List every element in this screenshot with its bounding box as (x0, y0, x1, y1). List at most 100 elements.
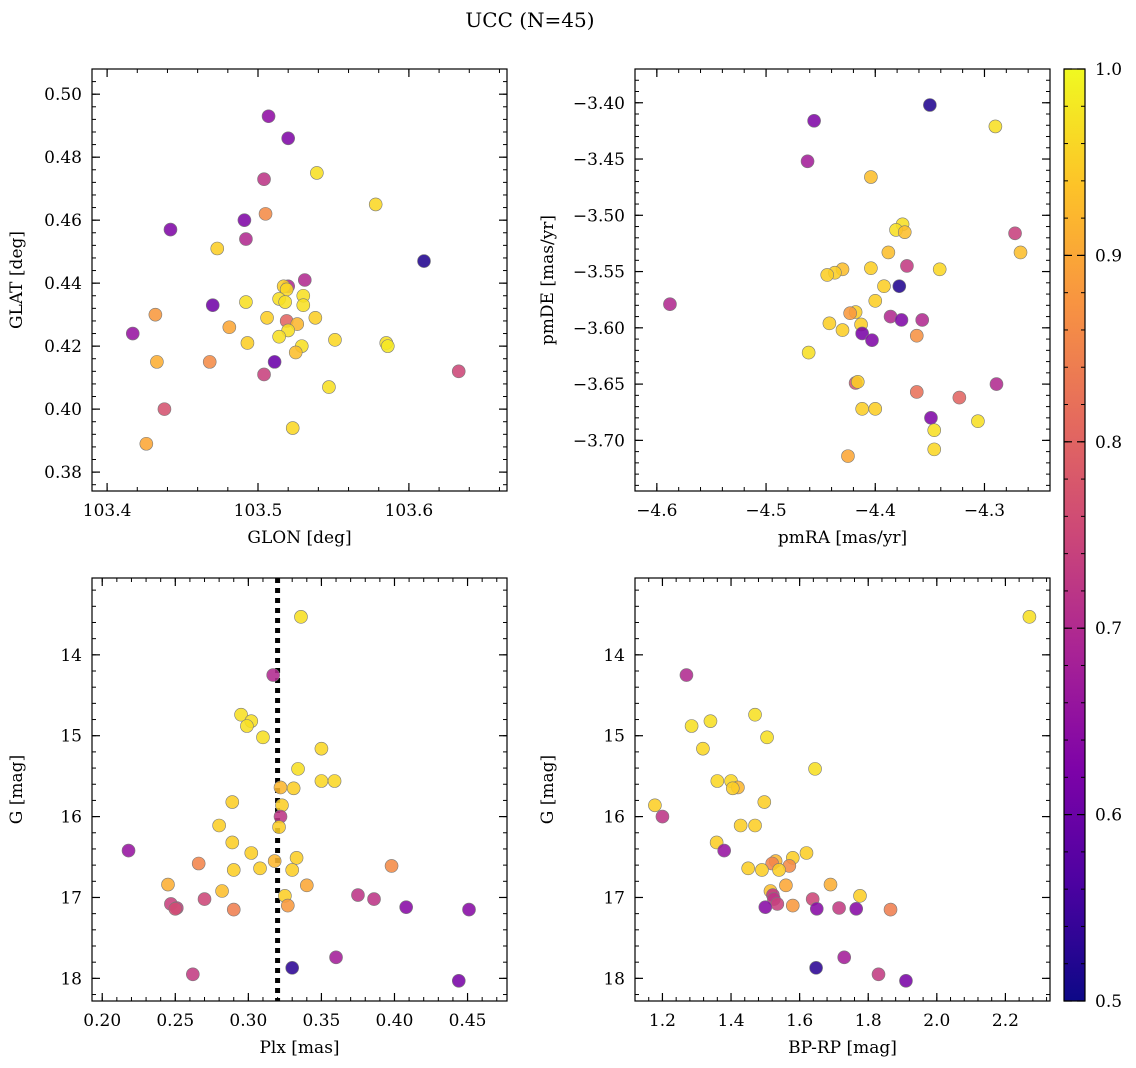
data-point (121, 843, 136, 858)
data-point (679, 668, 694, 682)
data-point (239, 232, 253, 246)
y-tick-label: 0.38 (44, 463, 82, 483)
x-tick-label: 0.20 (83, 1011, 121, 1031)
data-point (909, 385, 924, 399)
colorbar-tick-label: 1.0 (1095, 60, 1122, 80)
x-tick-label: −4.6 (636, 501, 677, 521)
data-point (310, 166, 324, 180)
data-point (384, 859, 399, 873)
data-point (288, 345, 303, 360)
data-point (197, 892, 212, 906)
y-tick-label: 0.46 (44, 211, 82, 231)
y-tick-label: 0.40 (44, 400, 82, 420)
data-point (256, 730, 270, 745)
data-point (809, 961, 823, 975)
data-point (899, 973, 913, 988)
data-point (225, 795, 240, 809)
y-tick-label: 16 (603, 808, 625, 828)
x-tick-label: 0.30 (229, 1011, 267, 1031)
data-point (897, 225, 912, 239)
y-axis-label: GLAT [deg] (7, 231, 27, 329)
data-point (261, 109, 276, 124)
data-point (757, 795, 772, 809)
x-tick-label: −4.3 (964, 501, 1005, 521)
data-point (1008, 226, 1022, 241)
data-point (696, 741, 710, 756)
data-point (785, 898, 800, 913)
data-point (234, 707, 248, 722)
figure-title: UCC (N=45) (465, 8, 595, 32)
data-point (822, 316, 837, 331)
data-point (210, 241, 225, 256)
panel-bprp-g: 1.2 1.4 1.6 1.8 2.0 2.2 14 15 16 17 18 BP-RP [mag] G… (538, 577, 1051, 1058)
y-tick-label: 18 (60, 969, 82, 989)
colorbar-tick-label: 0.9 (1095, 246, 1122, 266)
data-point (291, 762, 305, 776)
data-point (894, 313, 909, 327)
data-point (226, 863, 241, 877)
data-point (755, 863, 769, 877)
x-tick-label: 1.8 (855, 1011, 882, 1031)
data-point (733, 818, 748, 833)
x-tick-label: 0.45 (449, 1011, 487, 1031)
data-point (748, 818, 762, 833)
data-point (927, 423, 942, 438)
data-point (399, 900, 413, 914)
panel-pmra-pmde: −4.6 −4.5 −4.4 −4.3 −3.70 −3.65 −3.60 −3.55 −3.5… (538, 68, 1051, 548)
axes-frame (634, 577, 1051, 1002)
data-point (226, 902, 241, 917)
y-tick-label: 0.50 (44, 85, 82, 105)
data-point (281, 131, 295, 146)
data-point (285, 421, 300, 435)
data-point (850, 375, 865, 389)
x-tick-label: −4.5 (745, 501, 786, 521)
data-point (855, 402, 869, 416)
data-point (329, 950, 343, 965)
data-point (297, 273, 312, 287)
data-point (258, 207, 273, 221)
y-tick-label: −3.60 (573, 319, 625, 339)
data-point (285, 961, 299, 975)
x-axis-label: GLON [deg] (247, 528, 351, 548)
data-point (278, 295, 292, 309)
data-point (855, 326, 869, 341)
colorbar-bar (1063, 68, 1086, 1002)
data-point (927, 442, 942, 457)
data-point (148, 307, 163, 322)
axes-frame (91, 577, 508, 1002)
data-point (807, 113, 821, 128)
data-point (868, 294, 883, 308)
y-tick-label: −3.65 (573, 375, 625, 395)
x-tick-label: 0.35 (302, 1011, 340, 1031)
data-point (239, 295, 253, 309)
data-point (150, 355, 164, 369)
x-tick-label: 103.5 (234, 501, 283, 521)
data-point (924, 411, 938, 425)
x-tick-label: 1.4 (718, 1011, 745, 1031)
y-tick-label: 17 (60, 888, 82, 908)
y-tick-label: 15 (603, 727, 625, 747)
data-point (684, 719, 699, 733)
data-point (186, 967, 200, 982)
y-tick-label: 15 (60, 727, 82, 747)
data-point (988, 119, 1003, 134)
y-tick-label: 0.48 (44, 148, 82, 168)
data-point (823, 877, 838, 892)
data-point (244, 846, 259, 860)
data-point (257, 172, 271, 187)
x-tick-label: 0.25 (156, 1011, 194, 1031)
data-point (770, 897, 785, 911)
data-point (281, 898, 295, 913)
data-point (1013, 245, 1028, 260)
data-point (1022, 610, 1037, 624)
data-point (308, 310, 323, 325)
data-point (286, 781, 301, 796)
data-point (157, 402, 172, 416)
x-tick-label: 103.6 (385, 501, 434, 521)
data-point (322, 380, 336, 394)
colorbar-tick-label: 0.8 (1095, 433, 1122, 453)
y-tick-label: 0.44 (44, 274, 82, 294)
data-point (663, 297, 677, 311)
data-point (328, 333, 342, 347)
